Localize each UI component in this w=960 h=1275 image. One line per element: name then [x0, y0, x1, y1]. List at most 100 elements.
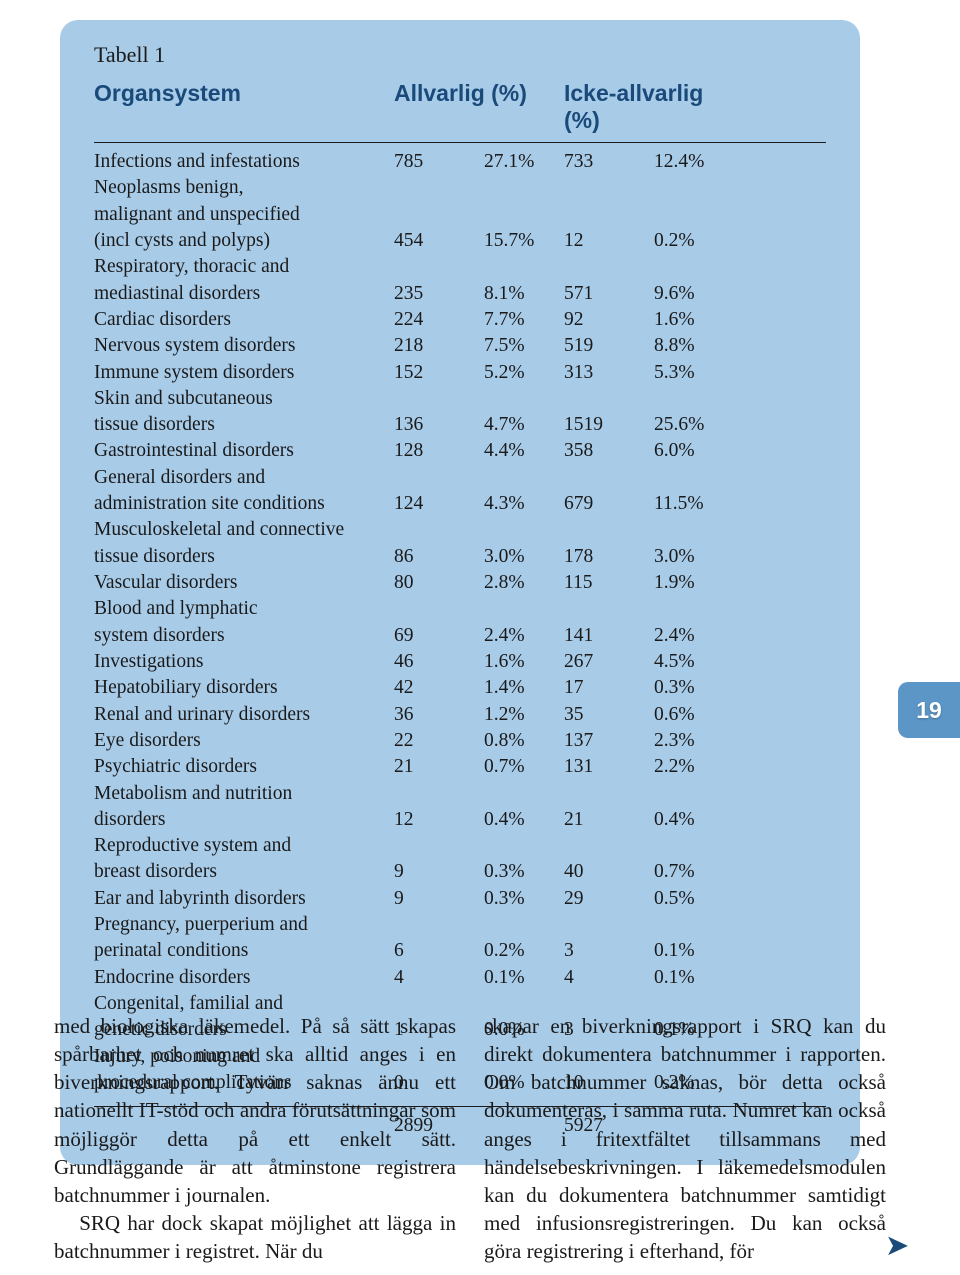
cell-b-pct — [654, 912, 734, 938]
cell-b-n: 3 — [564, 938, 654, 964]
cell-b-n: 267 — [564, 649, 654, 675]
row-label: Respiratory, thoracic and — [94, 254, 394, 280]
table-row: perinatal conditions60.2%30.1% — [94, 938, 826, 964]
cell-b-n: 4 — [564, 965, 654, 991]
cell-b-n: 733 — [564, 149, 654, 175]
table-title: Tabell 1 — [94, 42, 826, 68]
cell-a-n: 235 — [394, 281, 484, 307]
cell-b-n: 35 — [564, 702, 654, 728]
cell-b-pct: 5.3% — [654, 360, 734, 386]
table-row: Psychiatric disorders210.7%1312.2% — [94, 754, 826, 780]
table-row: system disorders692.4%1412.4% — [94, 623, 826, 649]
cell-a-n: 9 — [394, 859, 484, 885]
cell-b-pct: 0.1% — [654, 938, 734, 964]
table-row: (incl cysts and polyps)45415.7%120.2% — [94, 228, 826, 254]
table-row: Pregnancy, puerperium and — [94, 912, 826, 938]
cell-b-pct: 0.5% — [654, 886, 734, 912]
cell-a-pct: 0.7% — [484, 754, 564, 780]
row-label: Renal and urinary disorders — [94, 702, 394, 728]
cell-a-pct: 8.1% — [484, 281, 564, 307]
table-row: administration site conditions1244.3%679… — [94, 491, 826, 517]
cell-a-pct: 2.4% — [484, 623, 564, 649]
cell-a-n: 69 — [394, 623, 484, 649]
cell-a-pct: 0.1% — [484, 965, 564, 991]
cell-a-n — [394, 386, 484, 412]
cell-b-n: 519 — [564, 333, 654, 359]
cell-b-pct — [654, 386, 734, 412]
row-label: General disorders and — [94, 465, 394, 491]
row-label: Nervous system disorders — [94, 333, 394, 359]
cell-a-n: 36 — [394, 702, 484, 728]
table-row: Gastrointestinal disorders1284.4%3586.0% — [94, 438, 826, 464]
table-row: Immune system disorders1525.2%3135.3% — [94, 360, 826, 386]
cell-b-n: 313 — [564, 360, 654, 386]
cell-b-n: 92 — [564, 307, 654, 333]
cell-a-n: 218 — [394, 333, 484, 359]
row-label: breast disorders — [94, 859, 394, 885]
cell-b-pct: 2.4% — [654, 623, 734, 649]
table-panel: Tabell 1 Organsystem Allvarlig (%) Icke-… — [60, 20, 860, 1165]
table-row: Investigations461.6%2674.5% — [94, 649, 826, 675]
cell-a-pct — [484, 596, 564, 622]
body-col-left: med biologiska läkemedel. På så sätt ska… — [54, 1012, 456, 1265]
cell-b-n — [564, 465, 654, 491]
cell-b-n: 29 — [564, 886, 654, 912]
cell-a-pct: 0.3% — [484, 859, 564, 885]
table-row: Eye disorders220.8%1372.3% — [94, 728, 826, 754]
row-label: (incl cysts and polyps) — [94, 228, 394, 254]
cell-a-n: 86 — [394, 544, 484, 570]
row-label: Musculoskeletal and connective — [94, 517, 394, 543]
table-row: Respiratory, thoracic and — [94, 254, 826, 280]
row-label: Infections and infestations — [94, 149, 394, 175]
table-row: Ear and labyrinth disorders90.3%290.5% — [94, 886, 826, 912]
cell-b-pct — [654, 833, 734, 859]
cell-a-n: 224 — [394, 307, 484, 333]
cell-b-pct: 12.4% — [654, 149, 734, 175]
cell-b-pct: 4.5% — [654, 649, 734, 675]
cell-a-pct: 0.8% — [484, 728, 564, 754]
col-header-organsystem: Organsystem — [94, 80, 394, 134]
table-row: Nervous system disorders2187.5%5198.8% — [94, 333, 826, 359]
cell-b-pct — [654, 254, 734, 280]
table-row: Vascular disorders802.8%1151.9% — [94, 570, 826, 596]
body-text-columns: med biologiska läkemedel. På så sätt ska… — [54, 1012, 886, 1265]
table-row: Metabolism and nutrition — [94, 781, 826, 807]
cell-a-pct — [484, 833, 564, 859]
cell-a-n: 6 — [394, 938, 484, 964]
cell-a-n: 4 — [394, 965, 484, 991]
cell-b-pct: 0.1% — [654, 965, 734, 991]
cell-b-n: 571 — [564, 281, 654, 307]
cell-b-pct — [654, 781, 734, 807]
cell-a-n: 21 — [394, 754, 484, 780]
cell-a-n: 42 — [394, 675, 484, 701]
cell-b-n — [564, 202, 654, 228]
cell-a-pct — [484, 202, 564, 228]
cell-b-n: 358 — [564, 438, 654, 464]
cell-a-pct — [484, 254, 564, 280]
cell-a-n — [394, 517, 484, 543]
cell-b-pct: 3.0% — [654, 544, 734, 570]
cell-b-n: 21 — [564, 807, 654, 833]
cell-b-n: 178 — [564, 544, 654, 570]
page-number-badge: 19 — [898, 682, 960, 738]
table-row: Neoplasms benign, — [94, 175, 826, 201]
table-row: General disorders and — [94, 465, 826, 491]
cell-b-n: 40 — [564, 859, 654, 885]
row-label: Ear and labyrinth disorders — [94, 886, 394, 912]
cell-b-pct: 6.0% — [654, 438, 734, 464]
table-row: malignant and unspecified — [94, 202, 826, 228]
row-label: Gastrointestinal disorders — [94, 438, 394, 464]
cell-a-pct: 4.4% — [484, 438, 564, 464]
cell-b-pct: 0.4% — [654, 807, 734, 833]
table-row: Musculoskeletal and connective — [94, 517, 826, 543]
cell-b-n: 137 — [564, 728, 654, 754]
cell-b-pct — [654, 517, 734, 543]
cell-a-pct — [484, 175, 564, 201]
row-label: mediastinal disorders — [94, 281, 394, 307]
cell-a-n — [394, 254, 484, 280]
cell-a-n — [394, 202, 484, 228]
cell-a-pct — [484, 912, 564, 938]
cell-b-n — [564, 912, 654, 938]
cell-b-pct — [654, 465, 734, 491]
table-row: Endocrine disorders40.1%40.1% — [94, 965, 826, 991]
